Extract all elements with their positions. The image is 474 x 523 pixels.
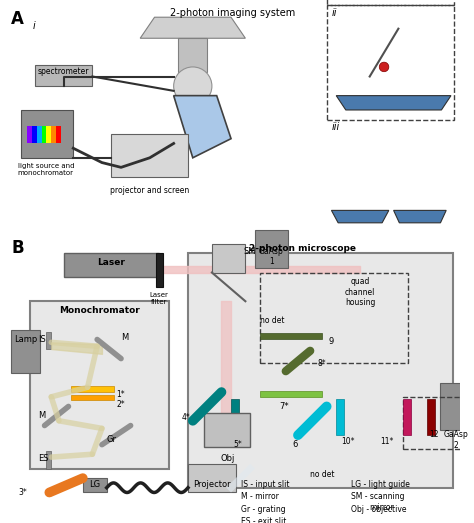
Text: B: B: [11, 239, 24, 257]
Text: Laser: Laser: [98, 258, 126, 267]
Text: Monochromator: Monochromator: [59, 306, 139, 315]
Text: Gr - grating: Gr - grating: [241, 505, 285, 514]
Text: light source and: light source and: [18, 163, 74, 168]
Bar: [71, 386, 114, 392]
Bar: [11, 330, 40, 373]
Bar: [71, 395, 114, 400]
Bar: [188, 464, 236, 493]
Text: no det: no det: [260, 315, 284, 325]
Text: IS: IS: [38, 335, 46, 344]
Text: 12: 12: [429, 430, 438, 439]
Text: LG: LG: [89, 480, 100, 489]
Bar: [35, 65, 92, 86]
Bar: [46, 126, 51, 143]
Bar: [30, 301, 169, 469]
Bar: [427, 399, 435, 435]
Text: 7*: 7*: [279, 402, 289, 411]
Bar: [56, 126, 61, 143]
Bar: [260, 272, 408, 363]
Text: SM - scanning
        mirror: SM - scanning mirror: [351, 493, 404, 512]
Bar: [42, 126, 46, 143]
FancyArrowPatch shape: [286, 351, 310, 371]
Text: Obj: Obj: [220, 454, 235, 463]
Polygon shape: [393, 210, 446, 223]
Bar: [156, 254, 163, 287]
Text: M - mirror: M - mirror: [241, 493, 278, 502]
Text: projector and screen: projector and screen: [110, 187, 190, 196]
Text: 2-photon microscope: 2-photon microscope: [249, 244, 356, 253]
Bar: [260, 391, 322, 397]
Polygon shape: [173, 96, 231, 158]
Polygon shape: [226, 464, 255, 493]
Text: quad
channel
housing: quad channel housing: [345, 277, 375, 307]
Text: Gr: Gr: [107, 435, 117, 444]
Text: i: i: [33, 21, 36, 31]
Bar: [27, 126, 32, 143]
Text: M: M: [121, 333, 128, 342]
Bar: [212, 244, 246, 272]
Bar: [32, 126, 37, 143]
Text: spectrometer: spectrometer: [38, 67, 90, 76]
Text: IS - input slit: IS - input slit: [241, 480, 289, 489]
Bar: [327, 0, 454, 5]
Bar: [46, 332, 51, 349]
Circle shape: [173, 67, 212, 105]
Bar: [403, 399, 411, 435]
Bar: [37, 126, 42, 143]
Bar: [260, 333, 322, 339]
Text: 9: 9: [328, 337, 334, 346]
Bar: [111, 134, 188, 177]
Text: 11*: 11*: [380, 437, 393, 446]
Text: 10*: 10*: [341, 437, 355, 446]
Polygon shape: [336, 96, 451, 110]
Polygon shape: [331, 210, 389, 223]
Bar: [178, 38, 207, 72]
Text: GaAsp
1: GaAsp 1: [259, 247, 283, 266]
Text: 8*: 8*: [317, 359, 326, 368]
Text: ES - exit slit: ES - exit slit: [241, 517, 286, 523]
Text: GaAsp
2: GaAsp 2: [443, 430, 468, 450]
Bar: [21, 110, 73, 158]
Bar: [327, 5, 454, 120]
Text: SM: SM: [244, 247, 256, 256]
Text: 6: 6: [292, 440, 298, 449]
Bar: [46, 451, 51, 469]
Text: Projector: Projector: [193, 480, 231, 489]
Bar: [188, 254, 453, 488]
Bar: [231, 399, 239, 435]
Bar: [255, 230, 288, 268]
Text: ii: ii: [331, 8, 337, 18]
Text: iii: iii: [331, 122, 340, 132]
Text: 3*: 3*: [19, 488, 27, 497]
Text: Lamp: Lamp: [14, 335, 37, 344]
Bar: [336, 399, 344, 435]
Text: ES: ES: [38, 454, 48, 463]
Text: 5*: 5*: [233, 440, 242, 449]
Text: no det: no det: [310, 471, 334, 480]
Polygon shape: [140, 17, 246, 38]
Circle shape: [379, 62, 389, 72]
Text: 1*: 1*: [116, 390, 125, 399]
Bar: [439, 382, 473, 430]
Bar: [51, 126, 56, 143]
Text: 2*: 2*: [116, 400, 125, 409]
Text: M: M: [38, 411, 45, 420]
Text: Laser
filter: Laser filter: [150, 292, 169, 305]
Bar: [83, 478, 107, 493]
Text: LG - light guide: LG - light guide: [351, 480, 410, 489]
Text: monochromator: monochromator: [18, 170, 74, 176]
Bar: [204, 413, 250, 447]
Bar: [64, 254, 159, 277]
Text: 4*: 4*: [181, 413, 190, 422]
Text: Obj - objective: Obj - objective: [351, 505, 406, 514]
Bar: [403, 397, 474, 449]
Text: 2-photon imaging system: 2-photon imaging system: [170, 8, 296, 18]
Text: A: A: [11, 9, 24, 28]
